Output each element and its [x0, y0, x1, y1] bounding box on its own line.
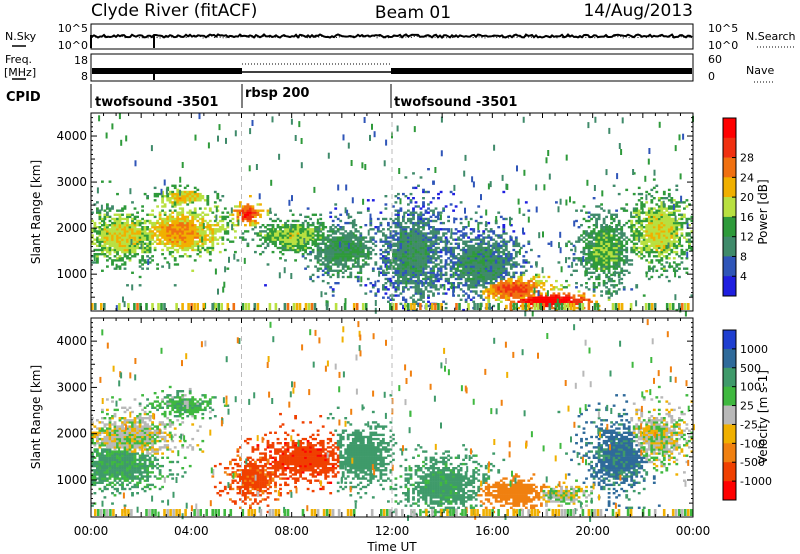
- xtick-label: 12:00: [375, 524, 410, 538]
- colorbar-tick-label: 25: [740, 400, 754, 413]
- time-xlabel: Time UT: [366, 540, 417, 554]
- freq-tick-bottom: 8: [81, 70, 88, 83]
- colorbar-tick-label: 24: [740, 171, 754, 184]
- freq-unit-label: [MHz]: [4, 66, 36, 79]
- colorbar-tick-label: 28: [740, 152, 754, 165]
- xtick-label: 16:00: [475, 524, 510, 538]
- colorbar-swatch: [723, 443, 736, 463]
- colorbar-swatch: [723, 276, 736, 297]
- nsky-label: N.Sky: [5, 30, 37, 43]
- colorbar-swatch: [723, 462, 736, 482]
- colorbar-tick-label: 12: [740, 231, 754, 244]
- beam-title: Beam 01: [375, 3, 451, 23]
- colorbar-swatch: [723, 216, 736, 237]
- nsearch-tick-top: 10^5: [708, 22, 738, 35]
- xtick-label: 08:00: [274, 524, 309, 538]
- nave-tick-top: 60: [708, 53, 722, 66]
- velocity-colorbar: 1000 500 100 25 -25 -100 -500 -1000: [722, 329, 772, 501]
- power-colorbar-label: Power [dB]: [756, 179, 770, 244]
- cpid-segment-3: twofsound -3501: [394, 95, 517, 110]
- colorbar-swatch: [723, 367, 736, 387]
- velocity-heatmap: [91, 319, 695, 522]
- colorbar-swatch: [723, 424, 736, 444]
- freq-label: Freq.: [5, 53, 32, 66]
- nsky-tick-top: 10^5: [58, 22, 88, 35]
- freq-panel: [90, 53, 694, 82]
- date-title: 14/Aug/2013: [583, 1, 693, 21]
- colorbar-swatch: [723, 118, 736, 139]
- nsky-panel: [90, 23, 694, 50]
- power-axes: 1000 2000 3000 4000: [56, 112, 694, 312]
- colorbar-swatch: [723, 137, 736, 158]
- colorbar-swatch: [723, 405, 736, 425]
- xtick-label: 00:00: [74, 524, 109, 538]
- ytick-label: 3000: [56, 175, 87, 189]
- ytick-label: 4000: [56, 334, 87, 348]
- xtick-label: 00:00: [676, 524, 711, 538]
- colorbar-tick-label: 8: [740, 250, 747, 263]
- xtick-label: 20:00: [575, 524, 610, 538]
- colorbar-swatch: [723, 197, 736, 218]
- colorbar-tick-label: -25: [740, 418, 758, 431]
- nsearch-label: N.Search: [746, 30, 796, 43]
- colorbar-swatch: [723, 330, 736, 350]
- power-ylabel: Slant Range [km]: [29, 160, 43, 264]
- colorbar-tick-label: 500: [740, 362, 761, 375]
- station-title: Clyde River (fitACF): [91, 1, 257, 21]
- colorbar-tick-label: -1000: [740, 475, 772, 488]
- colorbar-swatch: [723, 348, 736, 369]
- ytick-label: 4000: [56, 129, 87, 143]
- colorbar-swatch: [723, 177, 736, 198]
- velocity-ylabel: Slant Range [km]: [29, 365, 43, 469]
- velocity-colorbar-label: Velocity [m s-1]: [756, 370, 770, 464]
- cpid-label: CPID: [6, 90, 41, 105]
- colorbar-tick-label: 16: [740, 211, 754, 224]
- ytick-label: 1000: [56, 473, 87, 487]
- ytick-label: 3000: [56, 380, 87, 394]
- power-heatmap: [91, 113, 694, 317]
- ytick-label: 2000: [56, 221, 87, 235]
- nsearch-tick-bottom: 10^0: [708, 39, 738, 52]
- colorbar-tick-label: 4: [740, 270, 747, 283]
- velocity-axes: 1000 2000 3000 4000 00:00 04:00 08:00 12:00 16:0…: [56, 317, 711, 538]
- colorbar-tick-label: -100: [740, 437, 765, 450]
- cpid-segment-1: twofsound -3501: [95, 95, 218, 110]
- power-colorbar: 4 8 12 16 20 24 28: [722, 117, 754, 297]
- ytick-label: 2000: [56, 427, 87, 441]
- nave-label: Nave: [746, 64, 774, 77]
- nsky-tick-bottom: 10^0: [58, 39, 88, 52]
- colorbar-swatch: [723, 157, 736, 178]
- colorbar-tick-label: 100: [740, 381, 761, 394]
- xtick-label: 04:00: [174, 524, 209, 538]
- colorbar-tick-label: 20: [740, 191, 754, 204]
- ytick-label: 1000: [56, 267, 87, 281]
- cpid-segment-2: rbsp 200: [245, 86, 309, 101]
- freq-tick-top: 18: [74, 54, 88, 67]
- colorbar-swatch: [723, 386, 736, 406]
- colorbar-tick-label: 1000: [740, 343, 768, 356]
- colorbar-tick-label: -500: [740, 456, 765, 469]
- colorbar-swatch: [723, 236, 736, 257]
- colorbar-swatch: [723, 481, 736, 501]
- nave-tick-bottom: 0: [708, 70, 715, 83]
- colorbar-swatch: [723, 256, 736, 277]
